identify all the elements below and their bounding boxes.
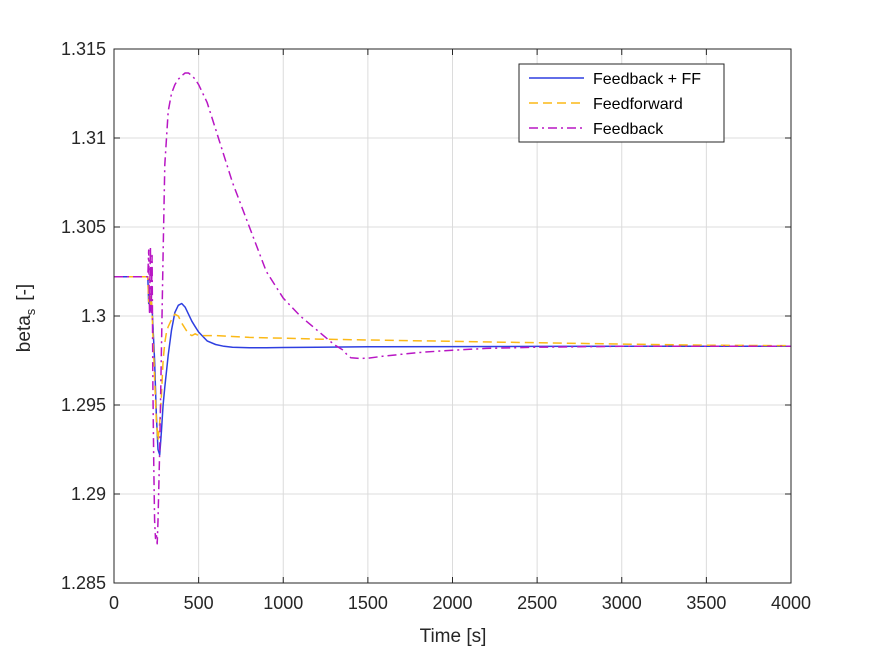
y-tick-label: 1.3 bbox=[81, 306, 106, 326]
y-tick-label: 1.285 bbox=[61, 573, 106, 593]
x-tick-label: 500 bbox=[184, 593, 214, 613]
legend-box bbox=[518, 63, 725, 143]
series-line-feedback-ff bbox=[114, 276, 791, 456]
x-tick-label: 2000 bbox=[432, 593, 472, 613]
y-axis-label-unit: [-] bbox=[14, 284, 35, 301]
legend-label-feedforward: Feedforward bbox=[593, 96, 683, 113]
series-line-feedback bbox=[114, 72, 791, 545]
y-tick-label: 1.305 bbox=[61, 217, 106, 237]
legend: Feedback + FF Feedforward Feedback bbox=[518, 63, 725, 143]
y-axis-ticks: 1.285 1.29 1.295 1.3 1.305 1.31 1.315 bbox=[61, 39, 791, 593]
x-tick-label: 1500 bbox=[348, 593, 388, 613]
series-layer bbox=[114, 72, 792, 545]
x-axis-ticks: 0 500 1000 1500 2000 2500 3000 3500 4000 bbox=[109, 49, 811, 613]
x-tick-label: 1000 bbox=[263, 593, 303, 613]
y-axis-label-main: beta bbox=[14, 315, 35, 352]
x-tick-label: 2500 bbox=[517, 593, 557, 613]
x-tick-label: 3500 bbox=[686, 593, 726, 613]
y-tick-label: 1.295 bbox=[61, 395, 106, 415]
x-axis-label: Time [s] bbox=[420, 626, 487, 647]
legend-label-feedback: Feedback bbox=[593, 121, 664, 138]
x-tick-label: 4000 bbox=[771, 593, 811, 613]
y-tick-label: 1.31 bbox=[71, 128, 106, 148]
y-axis-label: betas [-] bbox=[14, 284, 38, 352]
x-tick-label: 3000 bbox=[602, 593, 642, 613]
y-tick-label: 1.29 bbox=[71, 484, 106, 504]
legend-label-feedback-ff: Feedback + FF bbox=[593, 71, 701, 88]
y-axis-label-subscript: s bbox=[23, 308, 38, 315]
y-tick-label: 1.315 bbox=[61, 39, 106, 59]
x-tick-label: 0 bbox=[109, 593, 119, 613]
